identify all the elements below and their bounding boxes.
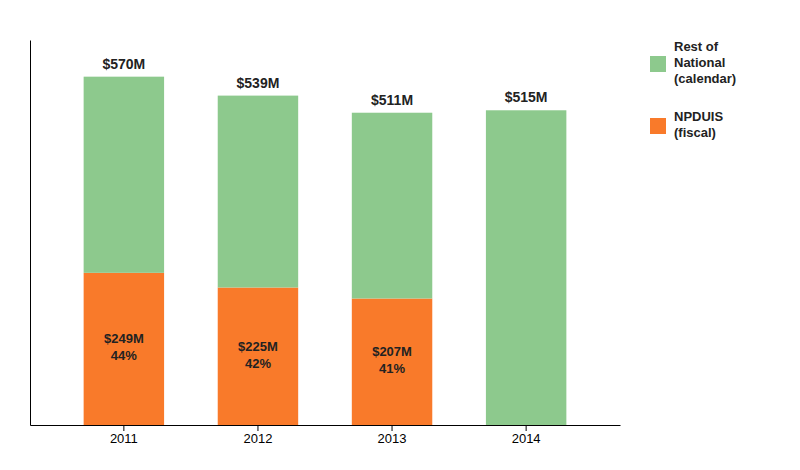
data-label: $249M44% [104, 332, 144, 364]
data-label: $225M42% [238, 339, 278, 371]
x-tick: 2014 [512, 425, 541, 446]
legend-label: NPDUIS(fiscal) [674, 109, 723, 140]
bars [84, 77, 567, 425]
plot: $249M44% $225M42% $207M41% $570M $539M $511M $… [31, 41, 621, 447]
data-label: $207M41% [372, 345, 412, 377]
total-label: $511M [371, 92, 413, 108]
bar-segment [84, 273, 164, 425]
legend-swatch [650, 56, 666, 72]
x-tick-mark [526, 425, 527, 431]
bar-segment [352, 299, 432, 426]
bar-segment [218, 288, 298, 426]
x-axis: 2011 2012 2013 2014 [31, 425, 621, 446]
total-label: $515M [505, 89, 548, 105]
chart: $249M44% $225M42% $207M41% $570M $539M $511M $… [0, 0, 800, 470]
total-label: $570M [102, 56, 145, 72]
bar-segment [486, 110, 566, 425]
bar-segment [84, 77, 164, 273]
x-tick-mark [392, 425, 393, 431]
x-tick: 2012 [243, 425, 272, 446]
legend: Rest ofNational(calendar) NPDUIS(fiscal) [650, 39, 736, 140]
bar-segment [218, 96, 298, 288]
legend-label: Rest ofNational(calendar) [674, 39, 736, 86]
total-label: $539M [237, 75, 280, 91]
x-tick-label: 2013 [378, 431, 407, 446]
x-tick: 2011 [110, 425, 138, 446]
x-tick-label: 2011 [110, 431, 138, 446]
x-axis-line [31, 425, 621, 426]
legend-swatch [650, 118, 666, 134]
labels: $249M44% $225M42% $207M41% $570M $539M $511M $… [102, 56, 547, 377]
x-tick: 2013 [378, 425, 407, 446]
x-tick-label: 2014 [512, 431, 541, 446]
bar-segment [352, 113, 432, 299]
y-axis [30, 41, 31, 426]
x-tick-label: 2012 [243, 431, 272, 446]
x-tick-mark [123, 425, 124, 431]
y-axis-line [30, 41, 31, 426]
x-tick-mark [257, 425, 258, 431]
